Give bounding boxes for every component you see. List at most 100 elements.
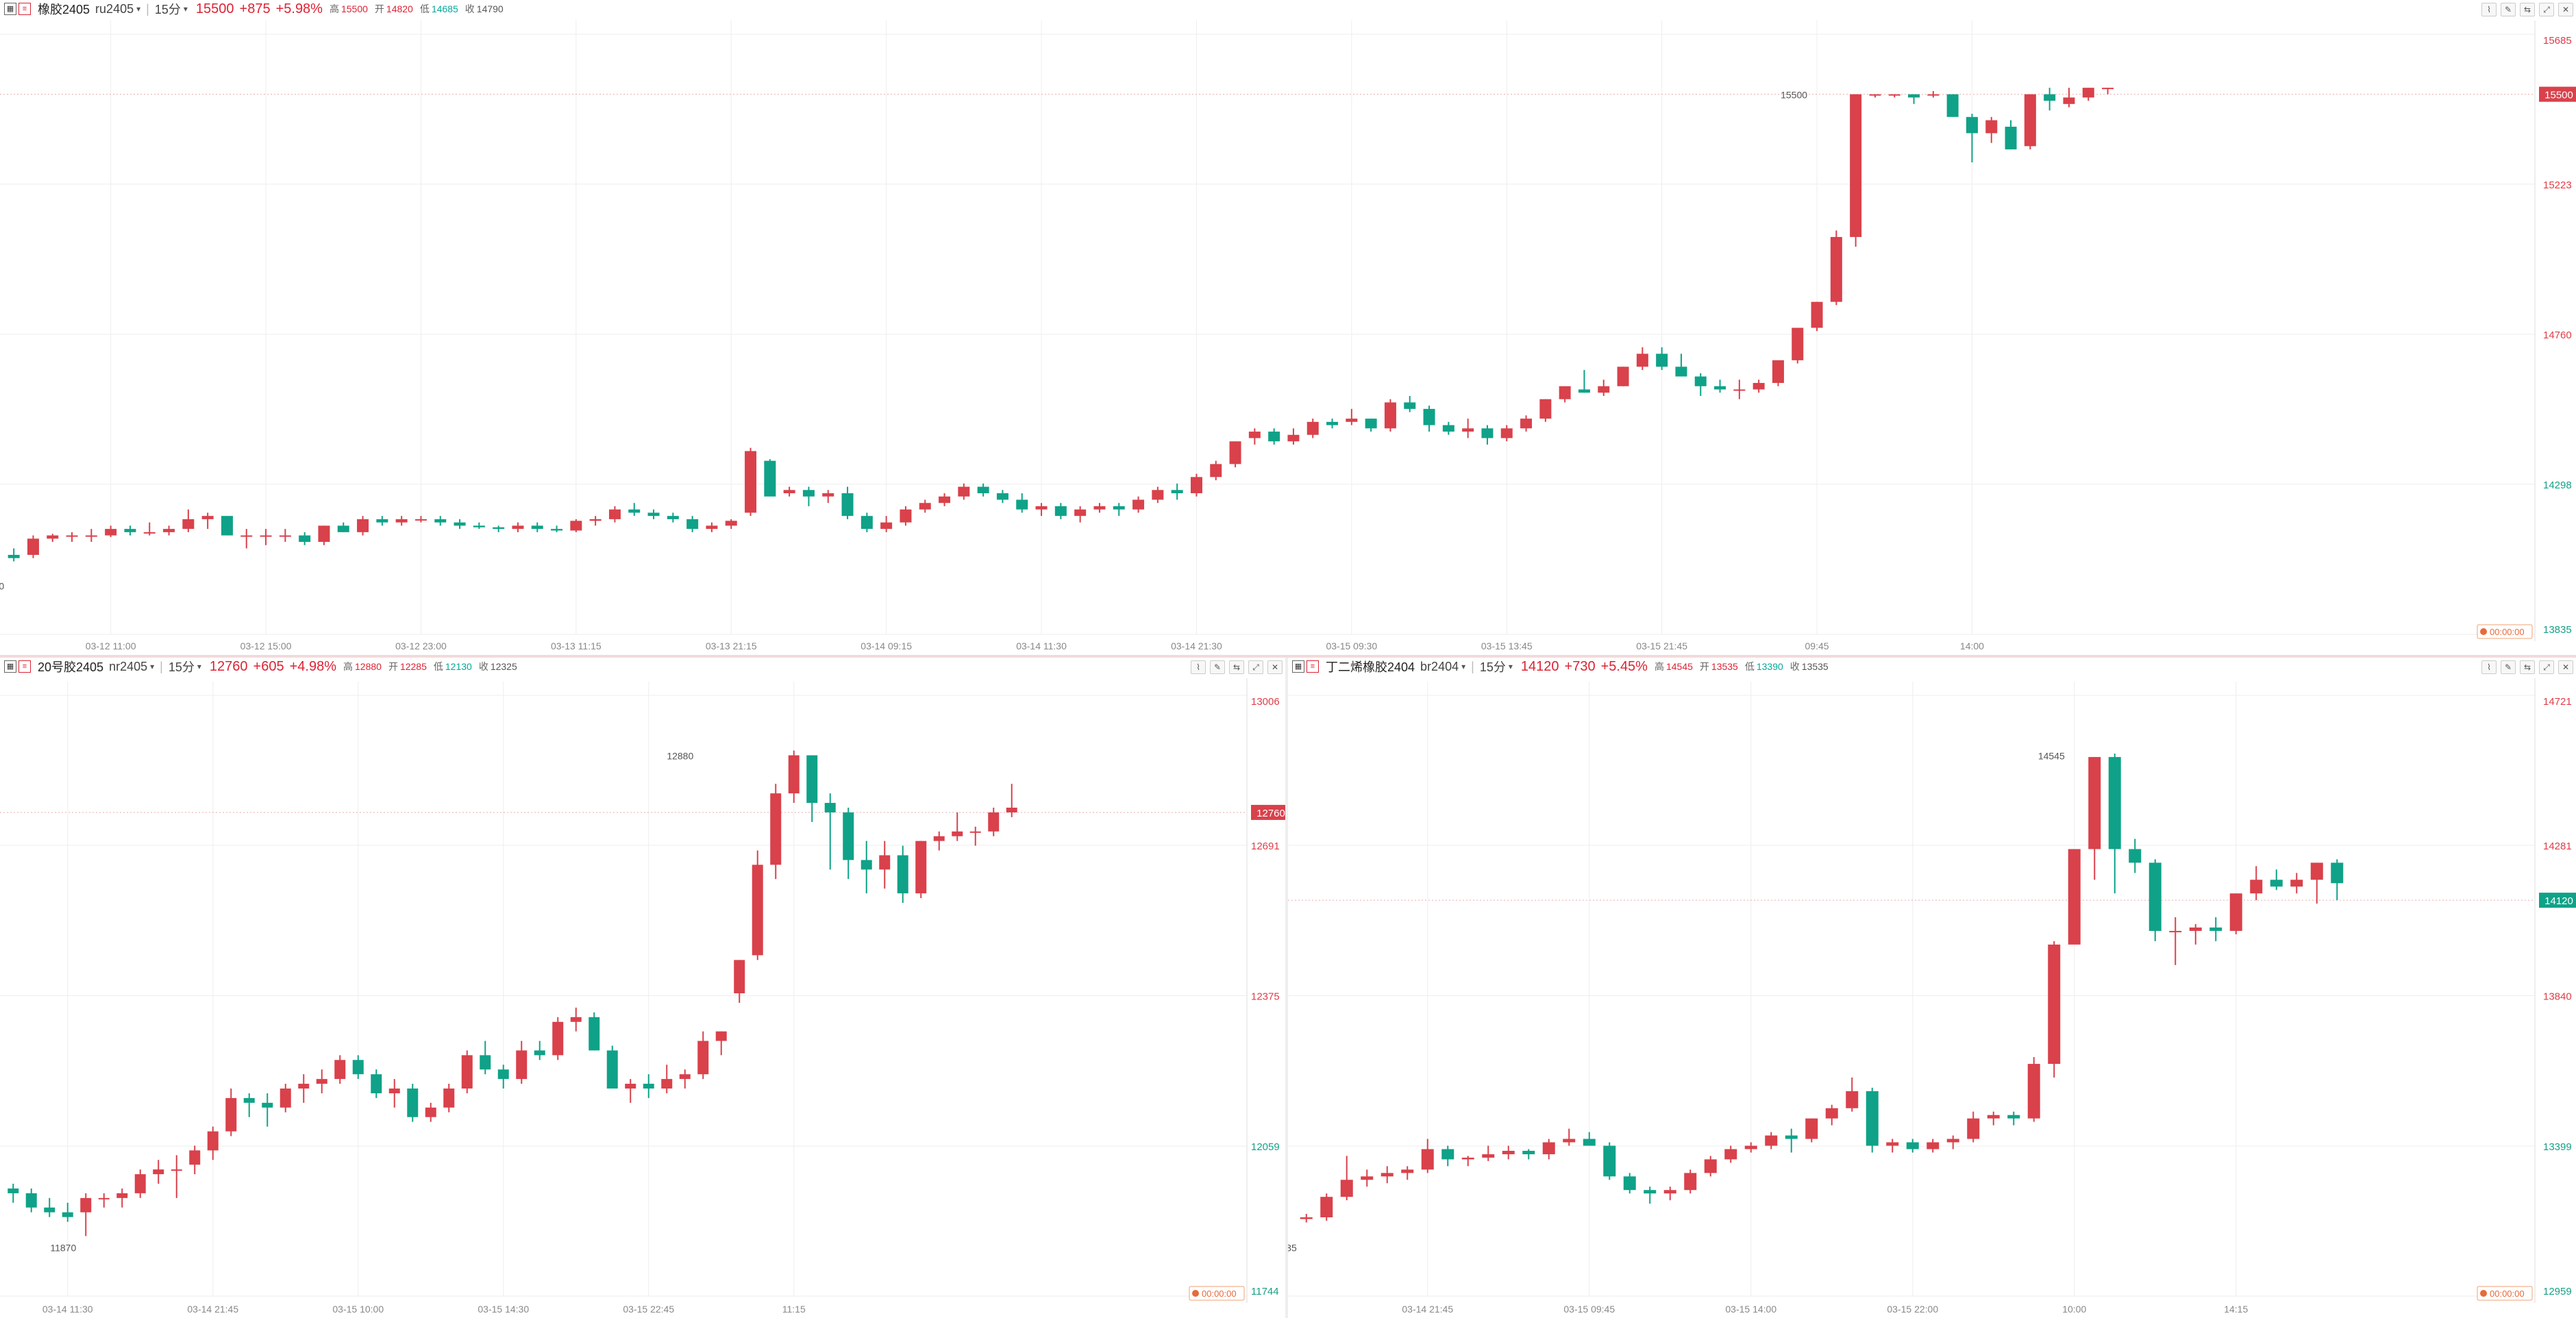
chart-icon[interactable]: ▦	[4, 3, 16, 15]
indicator-icon[interactable]: ⌇	[1191, 660, 1206, 674]
candle[interactable]	[919, 499, 931, 513]
candle[interactable]	[570, 519, 582, 532]
candle[interactable]	[770, 784, 782, 880]
draw-icon[interactable]: ✎	[1210, 660, 1225, 674]
candle[interactable]	[2063, 88, 2075, 108]
candle[interactable]	[1132, 496, 1145, 513]
candle[interactable]	[1753, 380, 1765, 393]
candle[interactable]	[280, 1084, 291, 1112]
candle[interactable]	[189, 1145, 201, 1175]
candle[interactable]	[1502, 1145, 1515, 1160]
candle[interactable]	[443, 1084, 455, 1112]
candle[interactable]	[163, 525, 175, 536]
candle[interactable]	[207, 1126, 219, 1160]
candlestick-chart[interactable]: 15685 15223 14760 14298 13835 15500 03-12 11:0…	[0, 0, 2576, 655]
candle[interactable]	[153, 1160, 164, 1184]
candle[interactable]	[2088, 757, 2101, 880]
maximize-icon[interactable]: ⤢	[1248, 660, 1263, 674]
candle[interactable]	[860, 512, 873, 532]
candle[interactable]	[1481, 425, 1494, 445]
candle[interactable]	[1785, 1128, 1798, 1153]
candle[interactable]	[1462, 419, 1474, 438]
candle[interactable]	[8, 1183, 19, 1203]
candle[interactable]	[47, 534, 59, 543]
candle[interactable]	[969, 826, 981, 846]
candle[interactable]	[1210, 460, 1222, 481]
candle[interactable]	[260, 529, 272, 545]
candle[interactable]	[1287, 428, 1300, 445]
candle[interactable]	[783, 486, 795, 497]
candle[interactable]	[1113, 503, 1125, 517]
candle[interactable]	[371, 1069, 382, 1098]
candle[interactable]	[1772, 360, 1784, 386]
candle[interactable]	[480, 1041, 491, 1075]
candle[interactable]	[1656, 347, 1668, 371]
candle[interactable]	[679, 1069, 691, 1089]
candle[interactable]	[643, 1074, 654, 1098]
candle[interactable]	[1617, 366, 1629, 386]
candle[interactable]	[2068, 849, 2081, 945]
candle[interactable]	[512, 522, 524, 532]
candle[interactable]	[225, 1089, 237, 1136]
candle[interactable]	[44, 1197, 55, 1217]
candle[interactable]	[551, 525, 563, 532]
candle[interactable]	[414, 516, 427, 523]
candle[interactable]	[1636, 347, 1648, 371]
candle[interactable]	[996, 490, 1008, 503]
candle[interactable]	[647, 509, 660, 519]
candle[interactable]	[589, 516, 602, 526]
candle[interactable]	[1340, 1156, 1353, 1201]
candle[interactable]	[1539, 399, 1552, 422]
candle[interactable]	[1724, 1145, 1737, 1163]
candle[interactable]	[8, 548, 20, 562]
candle[interactable]	[2024, 94, 2036, 150]
period-select[interactable]: 15分	[1479, 660, 1506, 674]
chevron-down-icon[interactable]: ▾	[136, 4, 141, 14]
candle[interactable]	[1805, 1118, 1818, 1143]
candle[interactable]	[1765, 1132, 1778, 1149]
candle[interactable]	[2108, 754, 2121, 894]
chart-icon[interactable]: ▦	[4, 660, 16, 673]
candle[interactable]	[473, 522, 485, 530]
candle[interactable]	[221, 516, 233, 536]
candle[interactable]	[879, 841, 891, 889]
candle[interactable]	[667, 512, 679, 523]
candle[interactable]	[1714, 380, 1726, 393]
candle[interactable]	[1320, 1193, 1333, 1221]
candle[interactable]	[1946, 94, 1959, 117]
candle[interactable]	[880, 516, 893, 532]
candle[interactable]	[27, 535, 39, 558]
indicator-icon[interactable]: ⌇	[2481, 3, 2497, 16]
candle[interactable]	[788, 750, 800, 804]
chevron-down-icon[interactable]: ▾	[183, 4, 188, 14]
candle[interactable]	[822, 490, 834, 503]
candle[interactable]	[686, 516, 699, 532]
candle[interactable]	[1300, 1214, 1313, 1223]
candle[interactable]	[2209, 917, 2222, 941]
candle[interactable]	[606, 1045, 618, 1089]
candle[interactable]	[2007, 1111, 2020, 1126]
candle[interactable]	[461, 1050, 473, 1093]
candle[interactable]	[1442, 421, 1454, 435]
candle[interactable]	[425, 1102, 436, 1122]
candle[interactable]	[2082, 88, 2094, 101]
close-icon[interactable]: ✕	[1267, 660, 1283, 674]
candle[interactable]	[589, 1012, 600, 1051]
instrument-name[interactable]: 20号胶2405	[38, 660, 104, 674]
candle[interactable]	[1016, 493, 1028, 513]
candle[interactable]	[841, 486, 854, 519]
period-select[interactable]: 15分	[154, 3, 181, 16]
candlestick-chart[interactable]: 14721 14281 13840 13399 12959 14120 03-14 21:4…	[1288, 658, 2576, 1318]
candle[interactable]	[1985, 116, 1998, 143]
candle[interactable]	[2189, 923, 2202, 945]
candle[interactable]	[2044, 88, 2056, 111]
candle[interactable]	[1035, 503, 1048, 517]
candle[interactable]	[1908, 94, 1920, 104]
instrument-name[interactable]: 橡胶2405	[38, 3, 90, 16]
candle[interactable]	[124, 525, 136, 536]
candle[interactable]	[1704, 1156, 1717, 1177]
candle[interactable]	[1927, 1139, 1940, 1153]
link-icon[interactable]: ⇆	[2520, 660, 2535, 674]
candle[interactable]	[734, 960, 745, 1003]
candle[interactable]	[1927, 90, 1940, 98]
